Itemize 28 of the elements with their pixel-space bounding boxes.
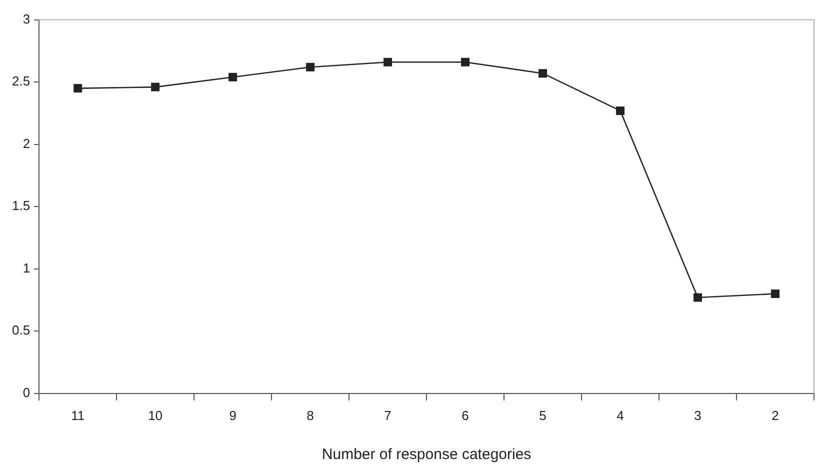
x-tick-label: 11 — [71, 408, 85, 423]
x-tick-label: 9 — [229, 408, 236, 423]
point — [694, 293, 702, 302]
x-tick-label: 6 — [462, 408, 469, 423]
point — [306, 62, 315, 72]
point — [616, 106, 625, 115]
x-tick-label: 4 — [616, 408, 624, 423]
x-tick-label: 10 — [148, 408, 163, 423]
point — [771, 290, 780, 298]
y-tick-label: 0 — [22, 384, 30, 400]
y-tick-label: 1 — [22, 260, 30, 276]
point — [461, 58, 470, 66]
point — [384, 58, 392, 66]
y-tick-label: 2 — [22, 136, 30, 151]
y-tick-label: 2.5 — [12, 74, 30, 89]
point — [538, 69, 548, 78]
x-tick-label: 7 — [384, 408, 392, 423]
point — [74, 84, 82, 93]
x-tick-label: 2 — [772, 408, 779, 423]
x-tick-label: 8 — [306, 408, 314, 423]
point — [228, 72, 238, 82]
x-axis-title: Number of response categories — [322, 446, 532, 464]
y-tick-label: 3 — [22, 11, 30, 26]
y-tick-label: 1.5 — [12, 198, 30, 214]
point — [151, 82, 160, 92]
x-tick-label: 5 — [539, 408, 546, 423]
y-tick-label: 0.5 — [12, 322, 30, 338]
x-tick-label: 3 — [694, 408, 702, 423]
